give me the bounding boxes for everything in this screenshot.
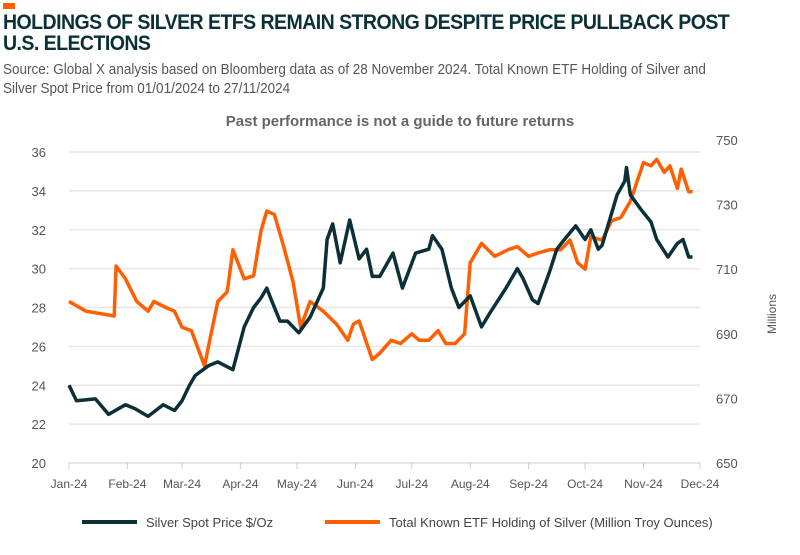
x-tick-label: Apr-24 (222, 477, 258, 491)
disclaimer-note: Past performance is not a guide to futur… (225, 113, 575, 130)
y-right-tick-label: 650 (716, 456, 738, 471)
legend-label: Silver Spot Price $/Oz (146, 515, 273, 530)
y-right-tick-label: 670 (716, 391, 738, 406)
legend-label: Total Known ETF Holding of Silver (Milli… (389, 515, 713, 530)
x-tick-label: Mar-24 (163, 477, 201, 491)
silver-price-line (67, 165, 693, 419)
y-left-tick-label: 20 (32, 456, 46, 471)
y-right-tick-label: 750 (716, 133, 738, 148)
x-tick-label: Jul-24 (395, 477, 428, 491)
x-tick-label: Sep-24 (509, 477, 548, 491)
y-left-tick-label: 24 (32, 378, 46, 393)
y-left-tick-label: 26 (32, 339, 46, 354)
y-left-tick-label: 22 (32, 417, 46, 432)
chart-title: HOLDINGS OF SILVER ETFS REMAIN STRONG DE… (3, 11, 730, 55)
y-left-tick-label: 28 (32, 301, 46, 316)
y-right-tick-label: 730 (716, 198, 738, 213)
chart-subtitle: Source: Global X analysis based on Bloom… (3, 61, 706, 97)
x-tick-label: Aug-24 (451, 477, 490, 491)
x-tick-label: Nov-24 (624, 477, 663, 491)
y-left-tick-label: 36 (32, 145, 46, 160)
y-left-tick-label: 30 (32, 262, 46, 277)
x-tick-label: Feb-24 (108, 477, 146, 491)
x-tick-label: Jan-24 (51, 477, 88, 491)
accent-bar (3, 3, 15, 9)
x-tick-label: Dec-24 (681, 477, 720, 491)
y-right-tick-label: 690 (716, 327, 738, 342)
y-left-tick-label: 34 (32, 184, 46, 199)
x-tick-label: Jun-24 (337, 477, 374, 491)
x-tick-label: Oct-24 (567, 477, 603, 491)
y-right-axis-label: Millions (765, 294, 779, 334)
y-left-tick-label: 32 (32, 223, 46, 238)
y-right-tick-label: 710 (716, 262, 738, 277)
x-tick-label: May-24 (277, 477, 317, 491)
